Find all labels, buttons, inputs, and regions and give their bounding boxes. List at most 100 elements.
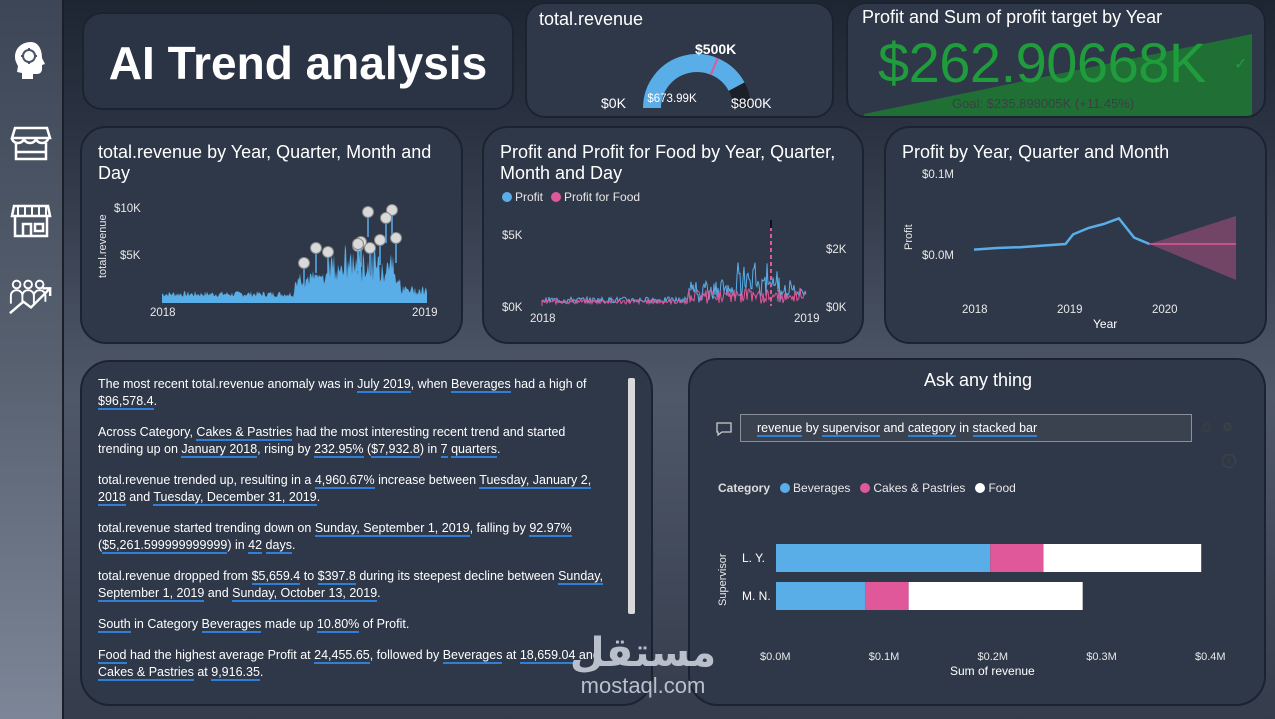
insight-highlight[interactable]: Beverages	[442, 648, 503, 664]
anomaly-marker	[374, 234, 386, 246]
print-icon[interactable]: ⎙	[1202, 420, 1212, 434]
storefront-icon[interactable]	[8, 120, 54, 166]
insight-highlight[interactable]: $397.8	[317, 569, 356, 585]
insight-text: and	[575, 648, 600, 662]
insight-highlight[interactable]: Cakes & Pastries	[98, 665, 194, 681]
insight-text: and	[204, 586, 233, 600]
insight-text: (	[363, 442, 372, 456]
food-profit-chart-card: Profit and Profit for Food by Year, Quar…	[482, 126, 864, 344]
food-profit-chart[interactable]: $5K $0K $2K $0K 2018 2019	[484, 128, 864, 344]
insight-text: had the most interesting recent trend an…	[98, 425, 566, 456]
insight-text: , rising by	[257, 442, 315, 456]
legend-item[interactable]: Cakes & Pastries	[860, 481, 965, 495]
profit-xtick: 2020	[1152, 304, 1178, 316]
insight-highlight[interactable]: 7	[440, 442, 448, 458]
insight-highlight[interactable]: 4,960.67%	[314, 473, 375, 489]
legend-item[interactable]: Beverages	[780, 481, 850, 495]
insight-text: at	[193, 665, 212, 679]
insight-text: , falling by	[469, 521, 530, 535]
kpi-title: Profit and Sum of profit target by Year	[862, 7, 1163, 27]
insight-text: total.revenue dropped from	[98, 569, 252, 583]
legend-item[interactable]: Profit for Food	[551, 190, 640, 204]
insight-highlight[interactable]: July 2019	[357, 377, 411, 393]
revenue-chart-card: total.revenue by Year, Quarter, Month an…	[80, 126, 463, 344]
insight-text: made up	[261, 617, 317, 631]
insight-highlight[interactable]: $96,578.4	[98, 394, 154, 410]
insight-highlight[interactable]: 232.95%	[314, 442, 364, 458]
qa-query-input[interactable]: revenue by supervisor and category in st…	[740, 414, 1192, 442]
insight-highlight[interactable]: Tuesday, January 2, 2018	[98, 473, 592, 506]
qa-xtick: $0.0M	[760, 651, 791, 663]
insight-text: Across Category,	[98, 425, 197, 439]
insight-highlight[interactable]: Food	[98, 648, 127, 664]
food-profit-series	[541, 287, 807, 306]
insight-highlight[interactable]: South	[98, 617, 131, 633]
insight-highlight[interactable]: Cakes & Pastries	[196, 425, 293, 441]
legend-item[interactable]: Profit	[502, 190, 543, 204]
qa-legend: Category Beverages Cakes & Pastries Food	[718, 481, 1016, 495]
revenue-chart[interactable]: total.revenue $10K $5K 2018 2019	[82, 128, 463, 344]
insight-highlight[interactable]: quarters	[451, 442, 497, 458]
gauge-target-label: $500K	[695, 41, 736, 57]
insight-highlight[interactable]: 18,659.04	[519, 648, 576, 664]
insight-highlight[interactable]: $5,261.599999999999	[102, 538, 228, 554]
insight-text: total.revenue trended up, resulting in a	[98, 473, 315, 487]
food-profit-legend: Profit Profit for Food	[502, 190, 640, 204]
anomaly-marker	[380, 212, 392, 224]
insight-highlight[interactable]: Sunday, September 1, 2019	[314, 521, 470, 537]
insight-highlight[interactable]: 42	[248, 538, 263, 554]
shop-icon[interactable]	[8, 196, 54, 242]
profit-xlabel: Year	[1093, 317, 1117, 331]
insight-highlight[interactable]: 24,455.65	[314, 648, 370, 664]
watermark: مستقل mostaql.com	[569, 630, 717, 698]
insight-highlight[interactable]: $5,659.4	[251, 569, 301, 585]
bar-segment-food	[1043, 544, 1202, 572]
insight-highlight[interactable]: Beverages	[201, 617, 262, 633]
legend-item[interactable]: Food	[975, 481, 1016, 495]
query-word: stacked bar	[972, 421, 1038, 437]
qa-xtick: $0.4M	[1195, 651, 1226, 663]
insight-highlight[interactable]: Sunday, September 1, 2019	[98, 569, 604, 602]
food-ytick-left: $5K	[502, 230, 523, 242]
query-word: supervisor	[822, 421, 881, 437]
bar-segment-cakes-pastries	[990, 544, 1044, 572]
food-xtick: 2019	[794, 313, 820, 325]
revenue-chart-title: total.revenue by Year, Quarter, Month an…	[98, 142, 432, 183]
profit-chart-title: Profit by Year, Quarter and Month	[902, 142, 1170, 162]
qa-xtick: $0.1M	[869, 651, 900, 663]
revenue-ytick: $10K	[114, 203, 141, 215]
insight-text: , followed by	[369, 648, 443, 662]
insight-text: , when	[410, 377, 451, 391]
insight-text: in Category	[130, 617, 202, 631]
profit-chart[interactable]: Profit $0.1M $0.0M 2018 2019 2020 Year	[886, 128, 1267, 344]
qa-stacked-bar-chart[interactable]: Supervisor Sum of revenue L. Y. M. N. $0.0…	[690, 360, 1266, 700]
insight-highlight[interactable]: January 2018	[181, 442, 258, 458]
insights-scrollbar[interactable]	[628, 378, 635, 614]
anomaly-marker	[352, 238, 364, 250]
settings-icon[interactable]: ⚙	[1222, 420, 1233, 434]
insight-text: had the highest average Profit at	[126, 648, 315, 662]
insight-text: .	[496, 442, 501, 456]
insights-card: The most recent total.revenue anomaly wa…	[80, 360, 653, 706]
insight-highlight[interactable]: days	[265, 538, 292, 554]
insight-text: .	[316, 490, 321, 504]
bar-segment-cakes-pastries	[865, 582, 909, 610]
insight-highlight[interactable]: Sunday, October 13, 2019	[232, 586, 378, 602]
bar-segment-food	[908, 582, 1083, 610]
insight-highlight[interactable]: Beverages	[450, 377, 511, 393]
insight-highlight[interactable]: 10.80%	[316, 617, 360, 633]
insight-highlight[interactable]: Tuesday, December 31, 2019	[153, 490, 317, 506]
insight-text: .	[291, 538, 296, 552]
supervisor-label: M. N.	[742, 589, 771, 603]
insight-text: during its steepest decline between	[355, 569, 559, 583]
comment-icon[interactable]	[716, 422, 732, 441]
profit-ytick: $0.1M	[922, 169, 954, 181]
insight-highlight[interactable]: $7,932.8	[371, 442, 420, 458]
gauge-value: $673.99K	[647, 93, 697, 105]
insight-highlight[interactable]: 92.97%	[529, 521, 572, 537]
info-icon[interactable]: i	[1222, 454, 1236, 468]
insight-text: at	[502, 648, 520, 662]
ai-head-icon[interactable]	[8, 38, 54, 84]
insight-highlight[interactable]: 9,916.35	[211, 665, 260, 681]
team-trend-icon[interactable]	[8, 272, 54, 318]
